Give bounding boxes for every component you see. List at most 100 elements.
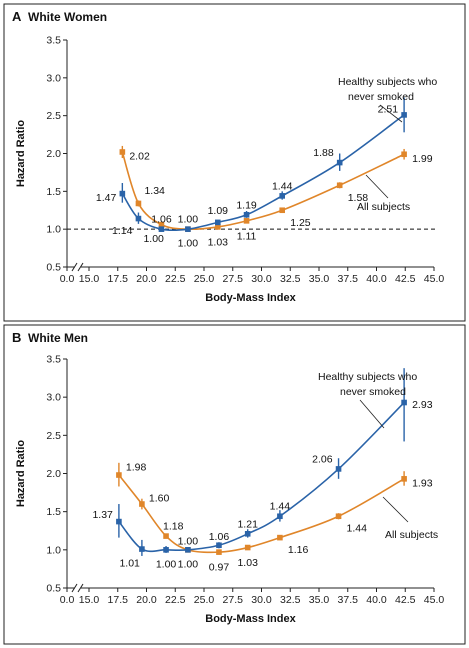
panel-a: A White Women 0.5 1.0 1.5 2.0 2.5 3.0 3.5 Hazard … xyxy=(3,3,466,322)
data-point xyxy=(336,159,343,166)
y-tick-label: 1.0 xyxy=(46,544,61,556)
data-point xyxy=(244,531,251,537)
legend-label-all: All subjects xyxy=(385,529,438,541)
data-point xyxy=(401,112,407,118)
data-point xyxy=(216,549,222,555)
x-axis-title: Body-Mass Index xyxy=(205,613,296,625)
legend-label-all: All subjects xyxy=(357,201,410,213)
legend-leader-line xyxy=(359,399,385,429)
data-label: 1.88 xyxy=(313,147,334,159)
x-tick-label: 25.0 xyxy=(194,273,215,285)
panel-title: White Men xyxy=(28,331,88,345)
axis-break-mark xyxy=(71,262,78,272)
x-axis-title: Body-Mass Index xyxy=(205,292,296,304)
x-tick-label: 20.0 xyxy=(136,273,157,285)
data-point xyxy=(335,513,342,520)
y-tick-label: 1.0 xyxy=(46,224,61,236)
data-point xyxy=(185,226,191,232)
axis-break-mark xyxy=(77,262,84,272)
axis-break-mark xyxy=(71,583,78,593)
data-label: 1.34 xyxy=(144,185,165,197)
x-tick-label: 37.5 xyxy=(338,594,359,606)
data-point xyxy=(277,513,283,520)
data-label: 2.02 xyxy=(129,150,150,162)
data-point xyxy=(244,544,251,551)
legend-label-healthy: Healthy subjects who xyxy=(318,371,417,383)
legend-leader-line xyxy=(382,496,409,523)
series-all-subjects: 1.98 1.60 1.18 1.00 0.97 1.03 1.16 1.44 1.93 xyxy=(116,462,433,574)
x-tick-label: 40.0 xyxy=(366,273,387,285)
legend-label-healthy: never smoked xyxy=(340,386,406,398)
data-point xyxy=(119,149,126,155)
y-tick-label: 3.5 xyxy=(46,354,61,366)
data-label: 2.51 xyxy=(378,103,399,115)
x-tick-label: 37.5 xyxy=(338,273,359,285)
x-tick-label: 30.0 xyxy=(251,273,272,285)
data-label: 1.99 xyxy=(412,153,433,165)
data-label: 1.03 xyxy=(208,236,229,248)
data-point xyxy=(243,211,250,218)
y-tick-label: 2.0 xyxy=(46,148,61,160)
data-point xyxy=(277,534,283,541)
data-point xyxy=(336,182,343,189)
data-label: 1.16 xyxy=(288,544,309,556)
legend-leader-line xyxy=(365,174,389,199)
x-tick-label: 27.5 xyxy=(223,273,244,285)
data-label: 1.00 xyxy=(178,238,199,250)
panel-title: White Women xyxy=(28,10,107,24)
data-point xyxy=(135,200,142,207)
series-healthy-never-smoked: 1.47 1.14 1.06 1.00 1.09 1.19 1.44 1.88 2.51 xyxy=(96,97,407,237)
y-tick-label: 0.5 xyxy=(46,583,61,595)
data-label: 1.11 xyxy=(237,230,257,242)
y-tick-label: 0.5 xyxy=(46,262,61,274)
y-tick-label: 1.5 xyxy=(46,506,61,518)
data-label: 2.06 xyxy=(312,453,333,465)
data-point xyxy=(401,476,407,482)
x-tick-label: 15.0 xyxy=(79,594,100,606)
series-all-subjects: 2.02 1.34 1.00 1.00 1.03 1.11 1.25 1.58 1.99 xyxy=(119,145,433,250)
data-point xyxy=(279,207,285,214)
y-tick-label: 2.0 xyxy=(46,468,61,480)
x-tick-label: 22.5 xyxy=(165,273,186,285)
legend-label-healthy: never smoked xyxy=(348,91,414,103)
x-tick-label: 32.5 xyxy=(280,273,301,285)
panel-b: B White Men 0.5 1.0 1.5 2.0 2.5 3.0 3.5 Hazard Ra… xyxy=(3,324,466,645)
x-tick-label: 25.0 xyxy=(194,594,215,606)
y-tick-label: 3.0 xyxy=(46,392,61,404)
data-label: 1.01 xyxy=(119,558,140,570)
legend-label-healthy: Healthy subjects who xyxy=(338,76,437,88)
x-tick-label: 0.0 xyxy=(60,594,75,606)
data-label: 1.19 xyxy=(236,199,257,211)
data-point xyxy=(119,190,126,197)
data-point xyxy=(185,547,191,553)
data-label: 1.37 xyxy=(92,509,113,521)
data-label: 1.47 xyxy=(96,192,117,204)
data-label: 1.93 xyxy=(412,477,433,489)
series-healthy-never-smoked: 1.371.01 1.00 1.001.061.211.442.062.93 xyxy=(92,368,433,570)
data-point xyxy=(139,501,145,507)
data-point xyxy=(139,546,145,552)
panel-letter: B xyxy=(12,330,21,345)
data-point xyxy=(116,518,122,525)
data-label: 1.09 xyxy=(208,205,229,217)
data-point xyxy=(158,226,165,232)
x-tick-label: 22.5 xyxy=(165,594,186,606)
data-label: 1.25 xyxy=(290,217,311,229)
data-label: 1.14 xyxy=(112,225,133,237)
data-label: 1.03 xyxy=(237,557,258,569)
x-tick-label: 42.5 xyxy=(395,273,416,285)
data-point xyxy=(163,533,169,539)
data-point xyxy=(216,542,222,549)
data-point xyxy=(116,472,122,478)
data-label: 2.93 xyxy=(412,399,433,411)
data-label: 1.58 xyxy=(348,192,369,204)
y-tick-label: 2.5 xyxy=(46,430,61,442)
data-point xyxy=(243,218,250,224)
x-tick-label: 32.5 xyxy=(280,594,301,606)
x-tick-label: 45.0 xyxy=(424,594,445,606)
y-tick-label: 3.5 xyxy=(46,35,61,47)
panel-frame xyxy=(3,324,466,645)
x-tick-label: 0.0 xyxy=(60,273,75,285)
x-tick-label: 45.0 xyxy=(424,273,445,285)
x-tick-label: 17.5 xyxy=(108,273,129,285)
